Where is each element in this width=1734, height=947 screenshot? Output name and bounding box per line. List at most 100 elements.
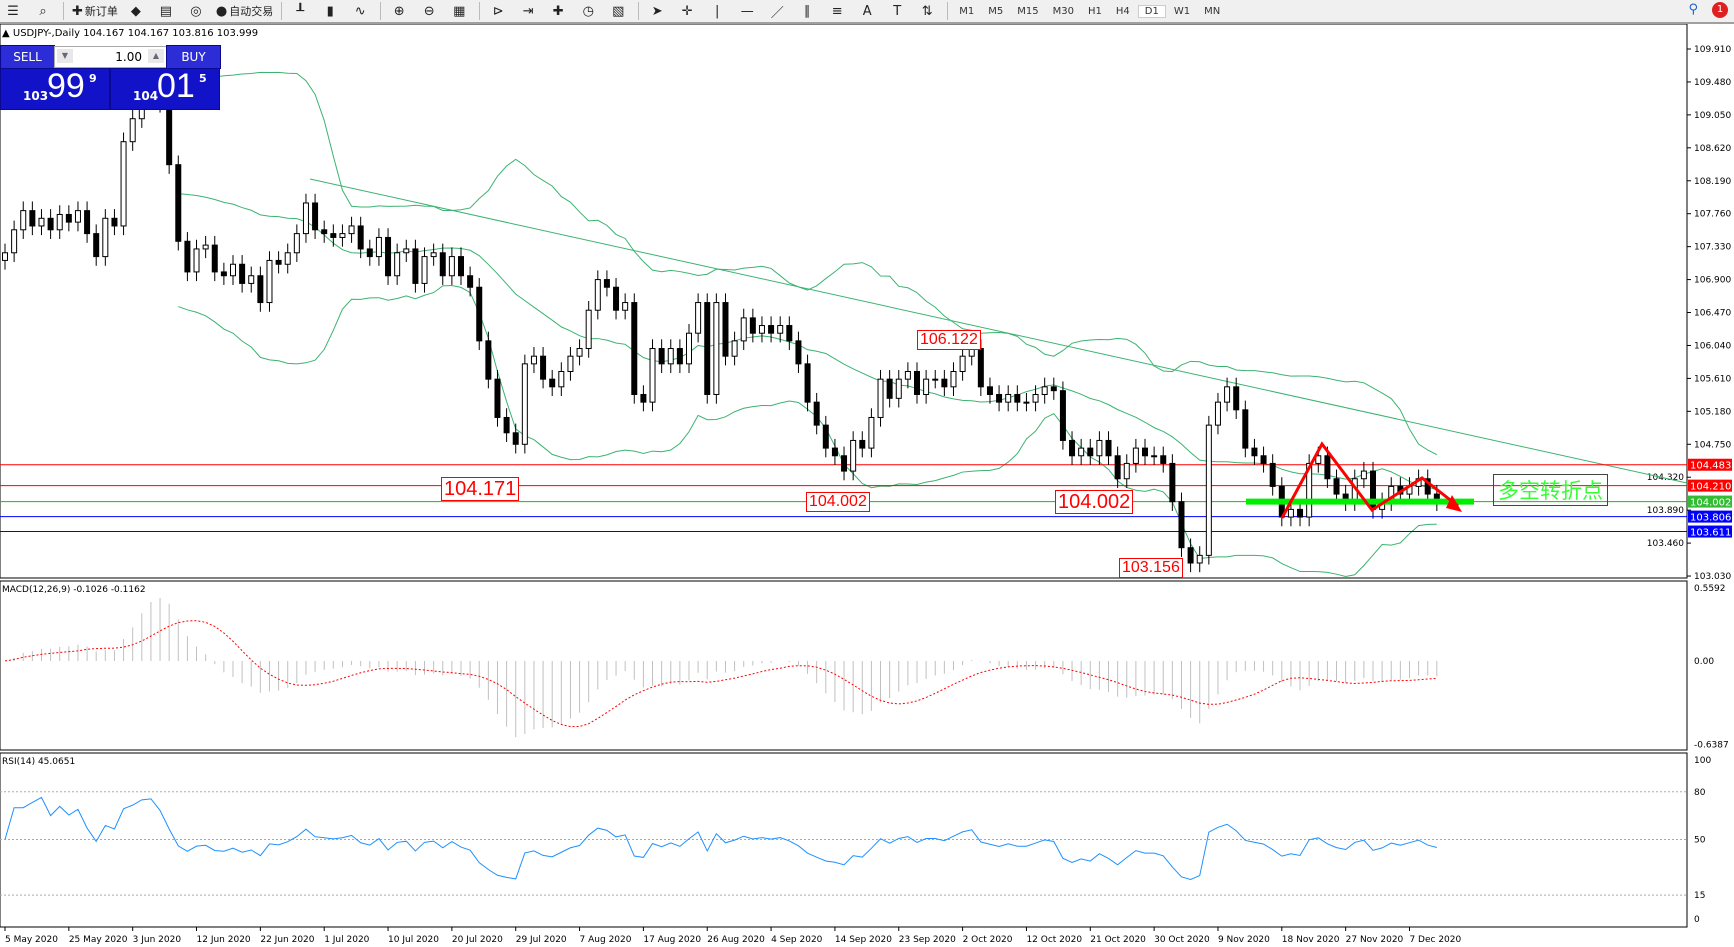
periods-button[interactable]: ◷: [575, 1, 603, 21]
turning-point-note[interactable]: 多空转折点: [1493, 474, 1608, 506]
candle: [184, 240, 191, 273]
price-tick-label: 108.190: [1694, 177, 1731, 187]
price-tick-label: 109.050: [1694, 111, 1731, 121]
price-line-tag-label: 104.483: [1690, 461, 1731, 472]
candle: [740, 317, 747, 342]
toolbar: ☰ ⌕ ✚ 新订单 ◆ ▤ ◎ ● 自动交易 ┸ ▮ ∿ ⊕ ⊖ ▦ ⊳ ⇥ ✚ ◷ ▧ ➤ ✛ | — ／ ∥ ≡ A T ⇅ M1 M5 M…: [0, 0, 1734, 24]
buy-price[interactable]: 104 01 5: [110, 67, 220, 110]
candle: [594, 279, 601, 311]
price-line-tag: [1688, 479, 1732, 492]
macd-panel: [0, 580, 1688, 751]
candle: [193, 248, 200, 273]
timeframe-M1[interactable]: M1: [959, 5, 975, 17]
timeframe-M15[interactable]: M15: [1017, 5, 1039, 17]
candle: [549, 378, 556, 388]
text-label-button[interactable]: T: [884, 1, 912, 21]
arrows-button[interactable]: ⇅: [914, 1, 942, 21]
price-line-tag: [1688, 525, 1732, 538]
autoscroll-button[interactable]: ⇥: [515, 1, 543, 21]
notification-badge[interactable]: 1: [1712, 2, 1728, 18]
buy-button[interactable]: BUY: [166, 45, 221, 69]
fibonacci-button[interactable]: ≡: [824, 1, 852, 21]
zoom-in-icon: ⊕: [393, 3, 405, 19]
candle: [302, 202, 309, 235]
new-order-icon: ✚: [72, 3, 83, 19]
navigator-button[interactable]: ▤: [153, 1, 181, 21]
timeframe-H4[interactable]: H4: [1115, 5, 1130, 17]
timeframe-M30[interactable]: M30: [1052, 5, 1074, 17]
text-button[interactable]: A: [854, 1, 882, 21]
equidistant-channel-button[interactable]: ∥: [794, 1, 822, 21]
candle: [1306, 462, 1313, 518]
candle: [1041, 386, 1048, 395]
candle: [1187, 547, 1194, 564]
horizontal-line-button[interactable]: —: [734, 1, 762, 21]
new-order-button[interactable]: ✚ 新订单: [69, 1, 121, 21]
candle: [1123, 462, 1130, 480]
lot-decrease-icon[interactable]: ▼: [57, 49, 73, 63]
timeframe-MN[interactable]: MN: [1204, 5, 1221, 17]
templates-icon: ▧: [612, 3, 625, 19]
date-label: 29 Jul 2020: [516, 935, 567, 945]
list-icon: ☰: [7, 3, 19, 19]
candle: [1050, 386, 1057, 392]
candle: [375, 236, 382, 258]
zoom-in-button[interactable]: ⊕: [386, 1, 414, 21]
candle: [585, 309, 592, 350]
timeframe-M5[interactable]: M5: [988, 5, 1004, 17]
trendline-button[interactable]: ／: [764, 1, 792, 21]
candle: [1132, 447, 1139, 464]
price-tick-label: 106.900: [1694, 276, 1731, 286]
chart-shift-button[interactable]: ⊳: [485, 1, 513, 21]
line-chart-button[interactable]: ∿: [347, 1, 375, 21]
sell-button[interactable]: SELL: [0, 45, 55, 69]
cursor-button[interactable]: ➤: [644, 1, 672, 21]
date-label: 10 Jul 2020: [388, 935, 439, 945]
signal-button[interactable]: ◎: [183, 1, 211, 21]
bar-chart-icon: ┸: [296, 3, 305, 19]
candle: [695, 302, 702, 334]
search-icon[interactable]: ⚲: [1688, 2, 1698, 17]
auto-trading-button[interactable]: ● 自动交易: [213, 1, 276, 21]
timeframe-D1[interactable]: D1: [1137, 4, 1166, 18]
navigator-icon: ▤: [159, 3, 173, 19]
candle: [959, 355, 966, 373]
candlestick-button[interactable]: ▮: [317, 1, 345, 21]
indicators-button[interactable]: ✚: [545, 1, 573, 21]
zoom-chart-button[interactable]: ⌕: [30, 1, 58, 21]
price-tick-label: 106.040: [1694, 341, 1731, 351]
candle: [284, 252, 291, 265]
zoom-out-button[interactable]: ⊖: [416, 1, 444, 21]
candle: [941, 378, 948, 388]
candle: [868, 416, 875, 449]
market-watch-button[interactable]: ◆: [123, 1, 151, 21]
candle: [1005, 393, 1012, 403]
timeframe-W1[interactable]: W1: [1173, 5, 1191, 17]
crosshair-button[interactable]: ✛: [674, 1, 702, 21]
rsi-tick-label: 15: [1694, 891, 1705, 901]
lot-increase-icon[interactable]: ▲: [148, 49, 164, 63]
candle: [986, 386, 993, 395]
buy-price-big-figure: 104: [133, 89, 159, 103]
candle: [321, 229, 328, 235]
vertical-line-button[interactable]: |: [704, 1, 732, 21]
candle: [977, 348, 984, 388]
candle: [202, 244, 209, 250]
bar-chart-button[interactable]: ┸: [287, 1, 315, 21]
templates-button[interactable]: ▧: [605, 1, 633, 21]
rsi-panel: [0, 752, 1688, 928]
lot-size-input[interactable]: ▼ 1.00 ▲: [54, 46, 167, 68]
date-label: 21 Oct 2020: [1090, 935, 1146, 945]
candle: [430, 252, 437, 258]
list-button[interactable]: ☰: [0, 1, 28, 21]
tile-windows-button[interactable]: ▦: [446, 1, 474, 21]
timeframe-H1[interactable]: H1: [1087, 5, 1102, 17]
candle: [84, 210, 91, 235]
date-label: 23 Sep 2020: [899, 935, 956, 945]
candle: [312, 202, 319, 231]
toolbar-label: 自动交易: [229, 5, 274, 18]
sell-price[interactable]: 103 99 9: [0, 67, 110, 110]
lot-value[interactable]: 1.00: [115, 50, 142, 64]
candle: [968, 348, 975, 357]
